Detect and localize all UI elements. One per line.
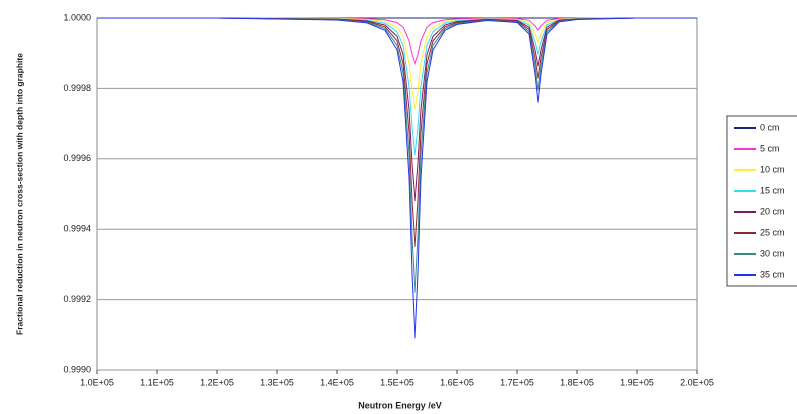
x-tick-label: 1.9E+05 bbox=[620, 377, 654, 387]
series-line bbox=[97, 17, 697, 110]
x-tick-label: 1.4E+05 bbox=[320, 377, 354, 387]
x-tick-label: 1.0E+05 bbox=[80, 377, 114, 387]
x-tick-label: 1.1E+05 bbox=[140, 377, 174, 387]
plot-area bbox=[96, 17, 698, 371]
legend-box bbox=[726, 115, 797, 287]
legend-label: 35 cm bbox=[760, 269, 785, 279]
x-tick-label: 1.6E+05 bbox=[440, 377, 474, 387]
legend-label: 15 cm bbox=[760, 185, 785, 195]
series-line bbox=[97, 17, 697, 202]
legend-label: 0 cm bbox=[760, 122, 780, 132]
x-tick-label: 1.5E+05 bbox=[380, 377, 414, 387]
y-tick-label: 1.0000 bbox=[63, 12, 91, 22]
y-tick-label: 0.9994 bbox=[63, 224, 91, 234]
legend-label: 10 cm bbox=[760, 164, 785, 174]
series-line bbox=[97, 17, 697, 247]
legend-label: 5 cm bbox=[760, 143, 780, 153]
series-line bbox=[97, 17, 697, 339]
y-tick-label: 0.9990 bbox=[63, 364, 91, 374]
legend-label: 25 cm bbox=[760, 227, 785, 237]
series-line bbox=[97, 17, 697, 66]
series-line bbox=[97, 17, 697, 156]
x-axis-title: Neutron Energy /eV bbox=[358, 400, 442, 410]
x-tick-label: 1.3E+05 bbox=[260, 377, 294, 387]
x-tick-label: 1.7E+05 bbox=[500, 377, 534, 387]
legend-label: 30 cm bbox=[760, 248, 785, 258]
y-tick-label: 0.9996 bbox=[63, 153, 91, 163]
y-tick-label: 0.9998 bbox=[63, 83, 91, 93]
series-line bbox=[97, 17, 697, 293]
x-tick-label: 1.2E+05 bbox=[200, 377, 234, 387]
x-tick-label: 1.8E+05 bbox=[560, 377, 594, 387]
legend-label: 20 cm bbox=[760, 206, 785, 216]
y-axis-title: Fractional reduction in neutron cross-se… bbox=[14, 53, 24, 335]
y-tick-label: 0.9992 bbox=[63, 294, 91, 304]
x-tick-label: 2.0E+05 bbox=[680, 377, 714, 387]
